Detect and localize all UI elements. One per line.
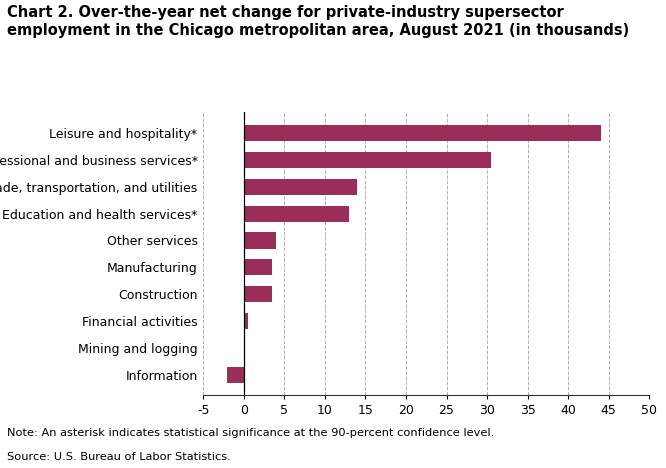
Bar: [244, 313, 248, 329]
Bar: [244, 152, 491, 168]
Text: Note: An asterisk indicates statistical significance at the 90-percent confidenc: Note: An asterisk indicates statistical …: [7, 428, 494, 438]
Bar: [244, 179, 357, 195]
Bar: [244, 233, 276, 249]
Bar: [244, 125, 601, 141]
Bar: [244, 259, 272, 275]
Text: Source: U.S. Bureau of Labor Statistics.: Source: U.S. Bureau of Labor Statistics.: [7, 452, 230, 461]
Bar: [228, 366, 244, 382]
Bar: [244, 286, 272, 302]
Bar: [244, 205, 349, 222]
Text: Chart 2. Over-the-year net change for private-industry supersector
employment in: Chart 2. Over-the-year net change for pr…: [7, 5, 629, 38]
